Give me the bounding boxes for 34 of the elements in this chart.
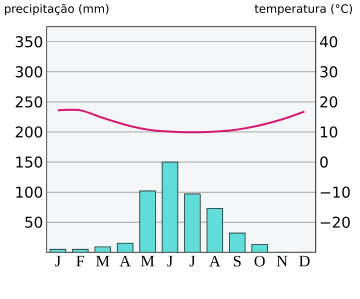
y2-tick-label: 30 [320, 66, 338, 78]
y2-tick-label: 0 [320, 156, 328, 168]
x-tick-label: J [190, 256, 196, 266]
y-tick-label: 300 [16, 66, 42, 78]
y2-tick-label: −10 [320, 186, 350, 198]
bar [139, 190, 156, 252]
x-tick-label: J [55, 256, 61, 266]
y-tick-label: 100 [16, 186, 42, 198]
x-tick-label: A [120, 256, 131, 266]
bar [162, 162, 178, 252]
x-tick-label: D [299, 256, 310, 266]
y2-tick-label: 40 [320, 36, 338, 48]
x-tick-label: A [209, 256, 220, 266]
y-tick-label: 150 [16, 156, 42, 168]
y2-tick-label: 20 [320, 96, 338, 108]
y2-tick-label: 10 [320, 126, 338, 138]
y-axis-title: precipitação (mm) [5, 4, 108, 16]
bar [184, 194, 201, 252]
y-tick-label: 200 [16, 126, 42, 138]
x-tick-label: M [96, 256, 110, 266]
x-tick-label: M [140, 256, 154, 266]
bar [206, 208, 224, 252]
line-series [56, 108, 306, 134]
y-tick-label: 350 [16, 36, 42, 48]
x-tick-label: O [254, 256, 265, 267]
y-tick-label: 250 [16, 96, 42, 108]
bar [117, 243, 134, 252]
x-tick-label: J [167, 256, 173, 266]
y-tick-label: 50 [25, 216, 42, 228]
x-tick-label: N [276, 256, 288, 266]
y2-tick-label: −20 [320, 216, 350, 228]
x-tick-label: S [234, 256, 241, 267]
y2-axis-title: temperatura (°C) [254, 4, 352, 16]
x-tick-label: F [76, 256, 84, 266]
